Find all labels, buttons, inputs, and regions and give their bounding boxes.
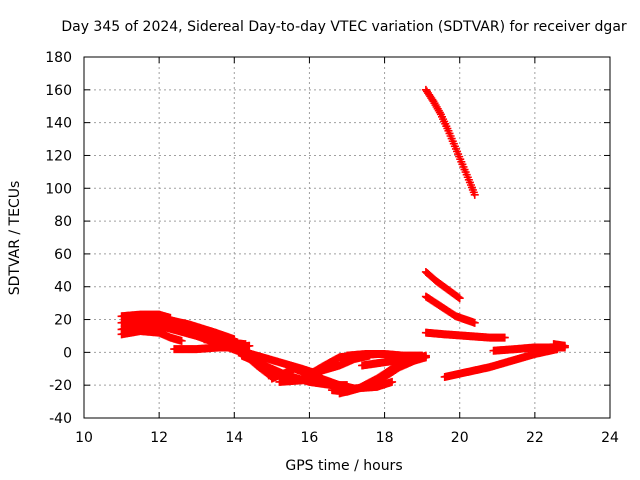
x-tick-label: 24 bbox=[601, 430, 619, 446]
grid-lines bbox=[84, 57, 610, 418]
y-tick-label: 60 bbox=[54, 247, 72, 263]
chart-title: Day 345 of 2024, Sidereal Day-to-day VTE… bbox=[61, 19, 627, 35]
series-s17 bbox=[421, 85, 479, 199]
data-point bbox=[560, 341, 569, 350]
x-tick-label: 14 bbox=[225, 430, 243, 446]
y-tick-label: -40 bbox=[49, 411, 72, 427]
data-point bbox=[500, 333, 509, 342]
y-axis-title: SDTVAR / TECUs bbox=[7, 181, 23, 296]
y-tick-label: 40 bbox=[54, 280, 72, 296]
data-point bbox=[470, 190, 479, 199]
axis-ticks: 10 12 14 16 18 20 22 24 -40 -20 0 20 40 60 80 100 120 140… bbox=[45, 50, 619, 446]
y-tick-label: 20 bbox=[54, 313, 72, 329]
data-points bbox=[117, 85, 569, 398]
x-tick-label: 16 bbox=[301, 430, 319, 446]
series-s7 bbox=[200, 335, 250, 349]
y-tick-label: 120 bbox=[45, 148, 72, 164]
y-tick-label: 0 bbox=[63, 345, 72, 361]
data-point bbox=[388, 377, 397, 386]
data-point bbox=[470, 318, 479, 327]
series-s18 bbox=[421, 267, 464, 303]
data-point bbox=[421, 353, 430, 362]
series-s16 bbox=[358, 353, 430, 370]
series-s20 bbox=[421, 328, 509, 342]
x-tick-label: 12 bbox=[150, 430, 168, 446]
y-tick-label: -20 bbox=[49, 378, 72, 394]
x-tick-label: 18 bbox=[376, 430, 394, 446]
y-tick-label: 180 bbox=[45, 50, 72, 66]
x-tick-label: 10 bbox=[75, 430, 93, 446]
data-point bbox=[455, 294, 464, 303]
data-point bbox=[177, 336, 186, 345]
plot-frame bbox=[83, 56, 611, 419]
data-point bbox=[241, 340, 250, 349]
y-tick-label: 80 bbox=[54, 214, 72, 230]
x-axis-title: GPS time / hours bbox=[285, 458, 402, 474]
series-s19 bbox=[421, 292, 479, 327]
series-s23 bbox=[549, 340, 569, 350]
x-tick-label: 22 bbox=[526, 430, 544, 446]
x-tick-label: 20 bbox=[451, 430, 469, 446]
y-tick-label: 160 bbox=[45, 83, 72, 99]
y-tick-label: 140 bbox=[45, 116, 72, 132]
data-point bbox=[245, 341, 254, 350]
y-tick-label: 100 bbox=[45, 181, 72, 197]
